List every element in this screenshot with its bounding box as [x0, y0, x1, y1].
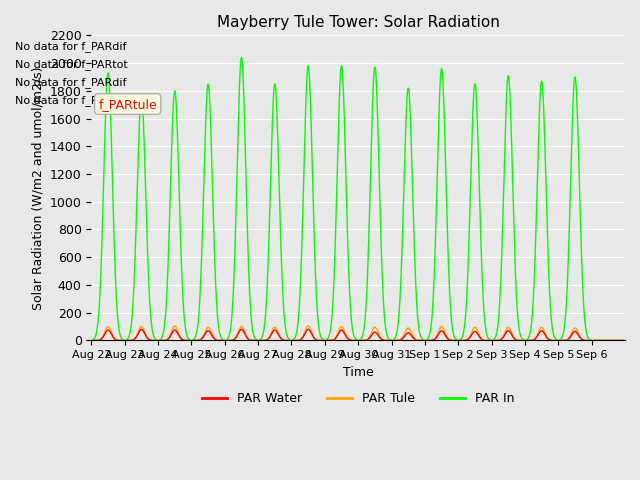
Text: No data for f_PARdif: No data for f_PARdif [15, 41, 127, 52]
Legend: PAR Water, PAR Tule, PAR In: PAR Water, PAR Tule, PAR In [197, 387, 520, 410]
Text: No data for f_PARtot: No data for f_PARtot [15, 59, 128, 70]
Title: Mayberry Tule Tower: Solar Radiation: Mayberry Tule Tower: Solar Radiation [217, 15, 500, 30]
X-axis label: Time: Time [343, 366, 374, 379]
Y-axis label: Solar Radiation (W/m2 and umol/m2/s): Solar Radiation (W/m2 and umol/m2/s) [31, 66, 44, 310]
Text: f_PARtule: f_PARtule [99, 97, 157, 110]
Text: No data for f_PARtot: No data for f_PARtot [15, 96, 128, 106]
Text: No data for f_PARdif: No data for f_PARdif [15, 77, 127, 88]
